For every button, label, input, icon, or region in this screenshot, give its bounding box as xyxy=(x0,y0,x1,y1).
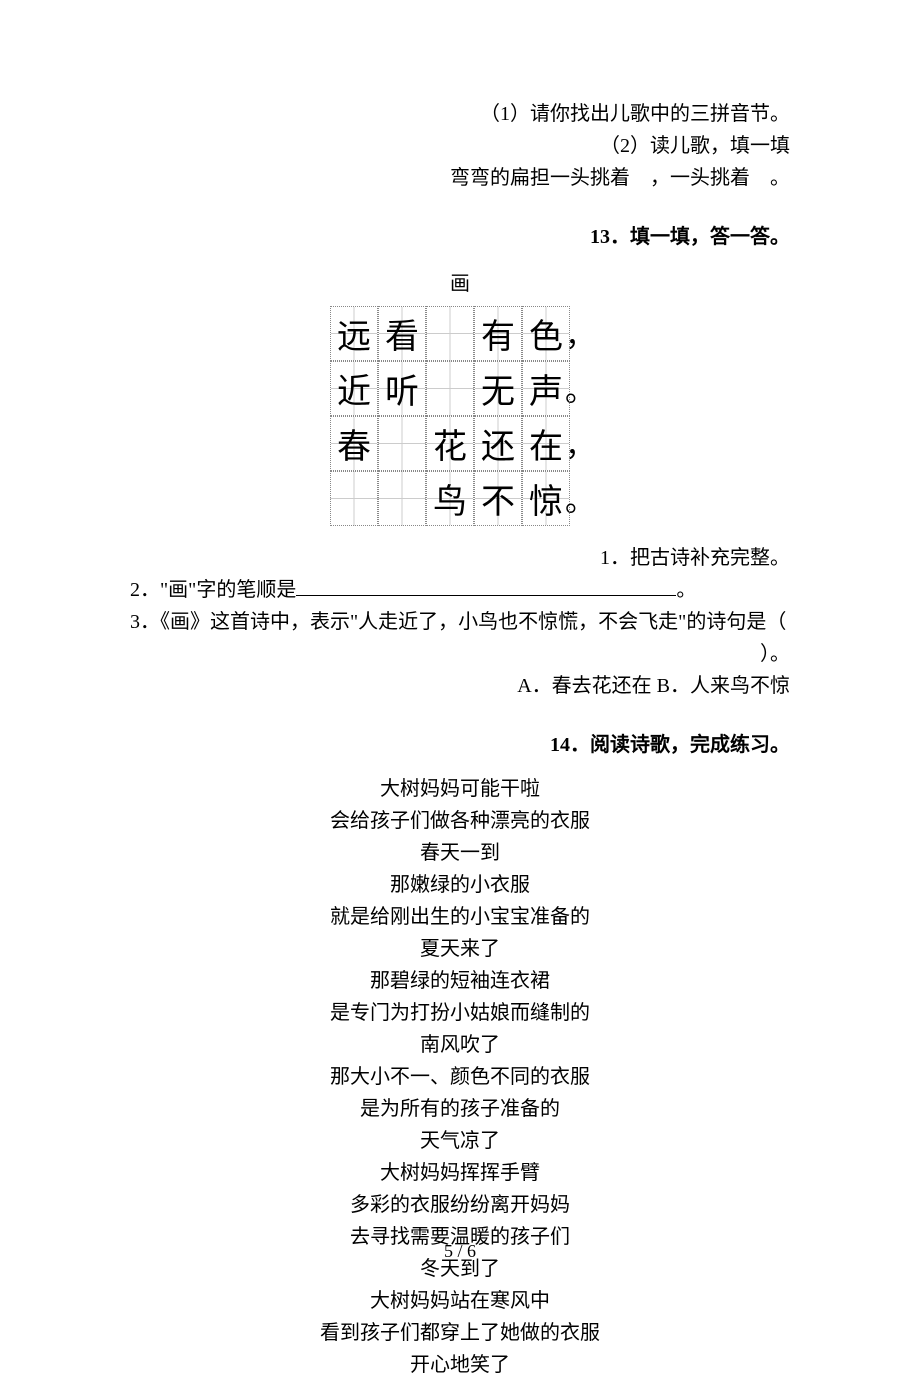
poem-cell: 花 xyxy=(426,416,474,471)
poem-cell: 声 xyxy=(522,361,570,416)
poem-cell: 看 xyxy=(378,306,426,361)
poem-cell: 在 xyxy=(522,416,570,471)
poem-line: 就是给刚出生的小宝宝准备的 xyxy=(130,903,790,931)
poem-line: 那大小不一、颜色不同的衣服 xyxy=(130,1063,790,1091)
poem-row: 近听无声。 xyxy=(330,361,590,416)
poem-punct: 。 xyxy=(570,361,590,416)
poem-line: 那嫩绿的小衣服 xyxy=(130,871,790,899)
poem-title: 画 xyxy=(130,267,790,296)
poem-cell: 无 xyxy=(474,361,522,416)
poem-row: 远看有色， xyxy=(330,306,590,361)
poem-cell: 远 xyxy=(330,306,378,361)
poem-line: 多彩的衣服纷纷离开妈妈 xyxy=(130,1191,790,1219)
poem-line: 是专门为打扮小姑娘而缝制的 xyxy=(130,999,790,1027)
q13-sub2: 2．"画"字的笔顺是 。 xyxy=(130,576,790,604)
poem-grid-wrapper: 远看有色，近听无声。春花还在，鸟不惊。 xyxy=(130,306,790,526)
poem-cell: 春 xyxy=(330,416,378,471)
poem-grid: 远看有色，近听无声。春花还在，鸟不惊。 xyxy=(330,306,590,526)
poem-line: 看到孩子们都穿上了她做的衣服 xyxy=(130,1319,790,1347)
poem-cell: 还 xyxy=(474,416,522,471)
poem-line: 大树妈妈站在寒风中 xyxy=(130,1287,790,1315)
poem-punct: ， xyxy=(570,416,590,471)
poem-row: 春花还在， xyxy=(330,416,590,471)
poem-punct: 。 xyxy=(570,471,590,526)
q13-sub2-suffix: 。 xyxy=(676,579,696,601)
section-previous-questions: （1）请你找出儿歌中的三拼音节。 （2）读儿歌，填一填 弯弯的扁担一头挑着 ，一… xyxy=(130,100,790,192)
question-2-label: （2）读儿歌，填一填 xyxy=(130,132,790,160)
poem-line: 开心地笑了 xyxy=(130,1351,790,1379)
poem-cell-blank[interactable] xyxy=(426,361,474,416)
poem-line: 大树妈妈可能干啦 xyxy=(130,775,790,803)
poem-line: 大树妈妈挥挥手臂 xyxy=(130,1159,790,1187)
section-14-poem: 大树妈妈可能干啦会给孩子们做各种漂亮的衣服春天一到那嫩绿的小衣服就是给刚出生的小… xyxy=(130,775,790,1379)
poem-cell: 有 xyxy=(474,306,522,361)
section-13-heading: 13．填一填，答一答。 xyxy=(130,220,790,249)
document-content: （1）请你找出儿歌中的三拼音节。 （2）读儿歌，填一填 弯弯的扁担一头挑着 ，一… xyxy=(130,100,790,1379)
question-2-content: 弯弯的扁担一头挑着 ，一头挑着 。 xyxy=(130,164,790,192)
poem-cell-blank[interactable] xyxy=(330,471,378,526)
q13-sub3-line1: 3．《画》这首诗中，表示"人走近了，小鸟也不惊慌，不会飞走"的诗句是（ xyxy=(130,608,790,636)
blank-line[interactable] xyxy=(296,576,676,596)
page-footer: 5 / 6 xyxy=(0,1241,920,1262)
poem-cell-blank[interactable] xyxy=(426,306,474,361)
poem-cell-blank[interactable] xyxy=(378,471,426,526)
poem-line: 夏天来了 xyxy=(130,935,790,963)
poem-line: 那碧绿的短袖连衣裙 xyxy=(130,967,790,995)
poem-cell: 近 xyxy=(330,361,378,416)
q13-sub1: 1．把古诗补充完整。 xyxy=(130,544,790,572)
poem-cell: 色 xyxy=(522,306,570,361)
poem-line: 是为所有的孩子准备的 xyxy=(130,1095,790,1123)
q13-sub2-prefix: 2．"画"字的笔顺是 xyxy=(130,579,296,601)
question-1: （1）请你找出儿歌中的三拼音节。 xyxy=(130,100,790,128)
poem-punct: ， xyxy=(570,306,590,361)
poem-line: 春天一到 xyxy=(130,839,790,867)
poem-line: 南风吹了 xyxy=(130,1031,790,1059)
q13-sub3-line2: ）。 xyxy=(130,640,790,668)
poem-cell: 不 xyxy=(474,471,522,526)
poem-cell-blank[interactable] xyxy=(378,416,426,471)
poem-cell: 听 xyxy=(378,361,426,416)
poem-cell: 鸟 xyxy=(426,471,474,526)
section-14-heading: 14．阅读诗歌，完成练习。 xyxy=(130,728,790,757)
poem-line: 天气凉了 xyxy=(130,1127,790,1155)
poem-row: 鸟不惊。 xyxy=(330,471,590,526)
q13-sub3-options: A．春去花还在 B．人来鸟不惊 xyxy=(130,672,790,700)
poem-line: 会给孩子们做各种漂亮的衣服 xyxy=(130,807,790,835)
poem-cell: 惊 xyxy=(522,471,570,526)
